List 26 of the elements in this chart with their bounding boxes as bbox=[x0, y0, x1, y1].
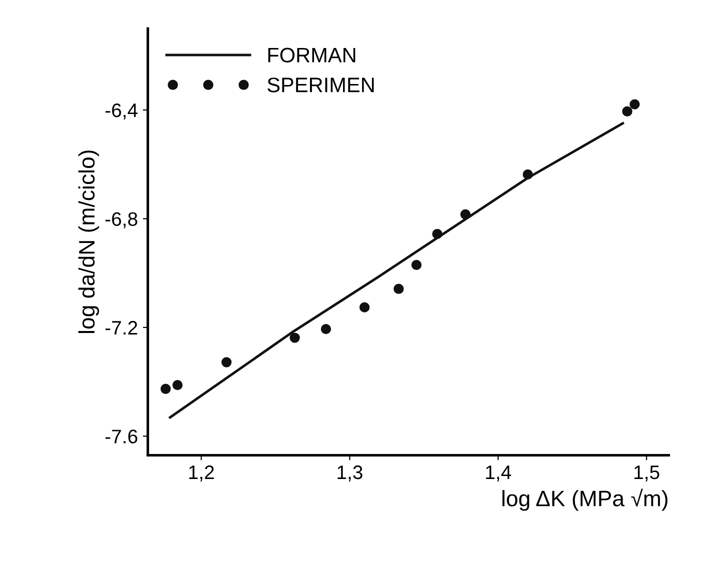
point bbox=[460, 209, 471, 220]
y-axis-title: log da/dN (m/ciclo) bbox=[78, 150, 100, 333]
point bbox=[432, 228, 442, 240]
point bbox=[221, 357, 232, 368]
legend-label: FORMAN bbox=[268, 48, 356, 63]
point bbox=[359, 302, 370, 312]
y-tick-label: -7.2 bbox=[105, 320, 138, 334]
y-tick-label: -7.6 bbox=[105, 430, 138, 444]
point bbox=[411, 260, 422, 270]
legend-label: SPERIMEN bbox=[268, 78, 374, 92]
point bbox=[290, 332, 300, 343]
x-tick-label: 1,2 bbox=[189, 465, 214, 482]
line-series bbox=[168, 122, 624, 419]
point bbox=[172, 380, 183, 390]
point bbox=[320, 324, 332, 334]
point bbox=[160, 384, 171, 394]
x-axis-title: log ΔK (MPa √m) bbox=[502, 488, 668, 511]
point bbox=[622, 106, 632, 116]
y-tick-label: -6,8 bbox=[105, 212, 138, 228]
x-tick-label: 1,4 bbox=[486, 466, 512, 482]
point bbox=[630, 99, 640, 110]
y-tick-label: -6,4 bbox=[105, 103, 138, 120]
x-tick-label: 1,3 bbox=[338, 465, 362, 482]
point bbox=[394, 284, 404, 294]
x-tick-label: 1,5 bbox=[634, 466, 660, 482]
point bbox=[522, 169, 533, 180]
